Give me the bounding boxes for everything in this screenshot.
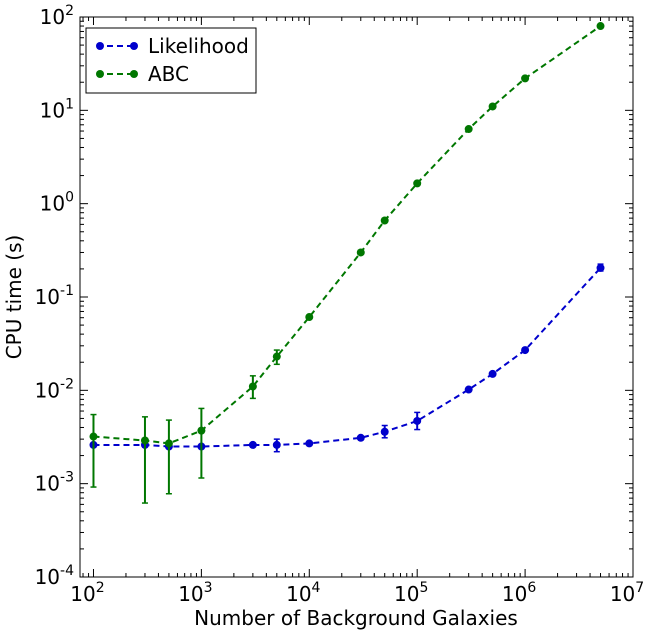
legend-marker-likelihood: [96, 42, 104, 50]
data-point-likelihood: [272, 440, 281, 449]
data-point-abc: [596, 22, 605, 31]
x-tick-label: 104: [286, 580, 320, 606]
x-tick-label: 107: [610, 580, 644, 606]
series-likelihood: [89, 263, 605, 453]
data-point-likelihood: [596, 263, 605, 272]
legend-entry-abc: ABC: [96, 62, 189, 86]
data-point-abc: [356, 248, 365, 257]
legend-marker-abc: [130, 70, 138, 78]
series-layer: [89, 22, 605, 504]
y-tick-label: 10-3: [35, 470, 74, 496]
data-point-likelihood: [305, 439, 314, 448]
data-point-abc: [305, 313, 314, 322]
data-point-likelihood: [248, 440, 257, 449]
data-point-abc: [164, 439, 173, 448]
data-point-likelihood: [464, 385, 473, 394]
legend-label-likelihood: Likelihood: [148, 34, 249, 58]
y-tick-label: 101: [40, 96, 74, 122]
series-line-likelihood: [93, 267, 602, 448]
data-point-likelihood: [356, 433, 365, 442]
y-tick-label: 10-1: [35, 283, 74, 309]
series-abc: [89, 22, 605, 504]
data-point-likelihood: [380, 427, 389, 436]
y-tick-label: 100: [40, 190, 74, 216]
data-point-likelihood: [488, 369, 497, 378]
y-tick-label: 10-4: [35, 563, 75, 589]
data-point-likelihood: [413, 416, 422, 425]
legend-box: [85, 27, 257, 94]
data-point-abc: [248, 382, 257, 391]
axis-ticks: 102 103 104 105 106 107 10-4 10-3 10-2 10-1 100 101…: [35, 3, 645, 606]
legend-entry-likelihood: Likelihood: [96, 34, 249, 58]
legend-marker-likelihood: [130, 42, 138, 50]
data-point-abc: [89, 432, 98, 441]
data-point-abc: [272, 352, 281, 361]
x-tick-label: 105: [394, 580, 428, 606]
x-axis-label: Number of Background Galaxies: [194, 606, 518, 630]
plot-frame: [79, 16, 634, 578]
data-point-abc: [380, 216, 389, 225]
data-point-abc: [197, 426, 206, 435]
x-tick-label: 103: [178, 580, 212, 606]
x-tick-label: 102: [70, 580, 104, 606]
data-point-abc: [521, 74, 530, 83]
y-axis-label: CPU time (s): [2, 235, 26, 360]
legend: Likelihood ABC: [85, 27, 257, 94]
data-point-abc: [140, 436, 149, 445]
data-point-abc: [413, 179, 422, 188]
legend-marker-abc: [96, 70, 104, 78]
y-tick-label: 10-2: [35, 376, 74, 402]
y-tick-label: 102: [40, 3, 74, 29]
data-point-likelihood: [521, 346, 530, 355]
legend-label-abc: ABC: [148, 62, 189, 86]
data-point-abc: [488, 102, 497, 111]
x-tick-label: 106: [502, 580, 536, 606]
data-point-abc: [464, 125, 473, 134]
series-line-abc: [93, 25, 602, 445]
